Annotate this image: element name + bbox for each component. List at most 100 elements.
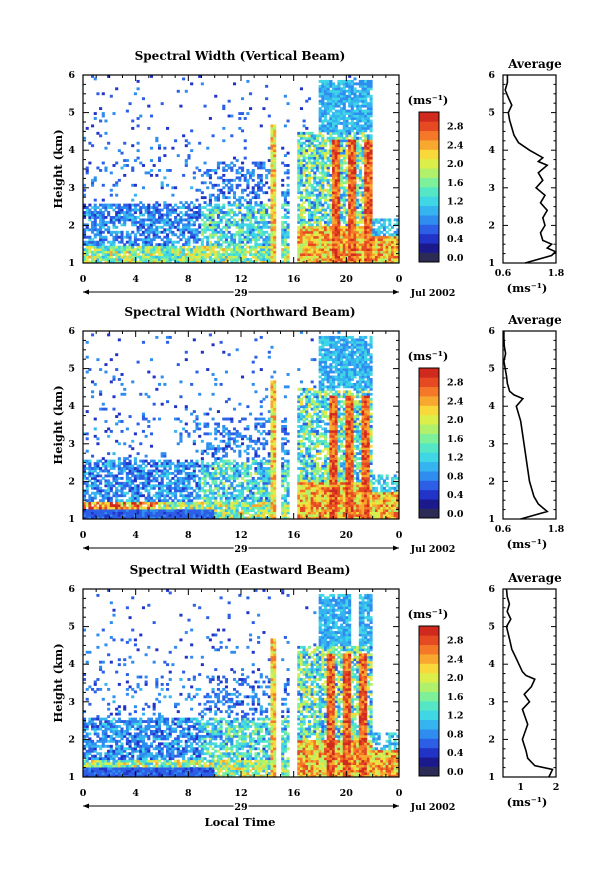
heatmap-cell [257, 208, 261, 212]
heatmap-cell [224, 260, 229, 264]
heatmap-cell [133, 462, 137, 465]
heatmap-cell [187, 467, 191, 470]
heatmap-cell [326, 87, 330, 91]
heatmap-cell [364, 188, 368, 192]
heatmap-cell [139, 481, 143, 485]
heatmap-cell [243, 156, 247, 160]
heatmap-cell [93, 225, 97, 229]
heatmap-cell [101, 402, 105, 406]
heatmap-cell [350, 146, 354, 150]
heatmap-cell [342, 196, 346, 200]
heatmap-cell [141, 514, 145, 517]
heatmap-cell [149, 238, 154, 242]
heatmap-cell [332, 218, 336, 222]
heatmap-cell [283, 124, 287, 128]
heatmap-cell [147, 253, 151, 256]
heatmap-cell [200, 486, 204, 490]
heatmap-cell [369, 161, 373, 165]
heatmap-cell [259, 188, 263, 192]
heatmap-cell [356, 220, 360, 224]
heatmap-cell [174, 484, 178, 488]
heatmap-cell [182, 489, 186, 493]
heatmap-cell [171, 206, 175, 209]
heatmap-cell [160, 511, 164, 515]
heatmap-cell [302, 183, 306, 187]
heatmap-cell [337, 79, 341, 83]
heatmap-cell [270, 124, 274, 128]
heatmap-cell [369, 235, 373, 239]
heatmap-cell [348, 156, 352, 160]
heatmap-cell [364, 240, 368, 244]
heatmap-cell [200, 509, 204, 512]
heatmap-cell [136, 472, 140, 475]
heatmap-cell [332, 238, 336, 242]
heatmap-cell [337, 114, 341, 118]
heatmap-cell [353, 178, 357, 182]
heatmap-cell [139, 233, 143, 237]
heatmap-cell [388, 248, 392, 252]
heatmap-cell [182, 173, 186, 177]
heatmap-cell [358, 156, 362, 160]
heatmap-cell [286, 208, 290, 212]
heatmap-cell [214, 514, 218, 517]
heatmap-cell [101, 514, 105, 517]
heatmap-cell [139, 260, 143, 264]
heatmap-cell [235, 245, 239, 249]
heatmap-cell [313, 240, 317, 244]
heatmap-cell [128, 464, 132, 468]
heatmap-cell [265, 97, 269, 101]
heatmap-cell [286, 235, 290, 239]
heatmap-cell [139, 392, 143, 396]
heatmap-cell [353, 82, 357, 86]
heatmap-cell [195, 504, 199, 508]
heatmap-cell [321, 144, 325, 148]
heatmap-cell [350, 119, 354, 123]
heatmap-cell [120, 151, 124, 155]
heatmap-cell [366, 94, 370, 98]
heatmap-cell [326, 122, 330, 125]
heatmap-cell [324, 223, 328, 227]
heatmap-cell [334, 169, 338, 172]
heatmap-cell [216, 203, 220, 207]
heatmap-cell [257, 243, 261, 247]
heatmap-cell [200, 449, 204, 453]
heatmap-cell [166, 228, 170, 232]
heatmap-cell [198, 479, 202, 483]
heatmap-cell [182, 509, 186, 512]
heatmap-cell [318, 186, 322, 190]
heatmap-cell [152, 253, 156, 256]
heatmap-cell [107, 514, 111, 517]
heatmap-cell [171, 504, 175, 508]
heatmap-cell [166, 223, 170, 227]
heatmap-cell [366, 208, 370, 212]
heatmap-cell [96, 211, 100, 214]
heatmap-cell [273, 223, 277, 227]
heatmap-cell [286, 203, 290, 207]
heatmap-cell [270, 159, 274, 162]
heatmap-cell [356, 117, 360, 120]
heatmap-cell [259, 216, 263, 219]
heatmap-cell [101, 476, 105, 480]
heatmap-cell [267, 216, 271, 219]
heatmap-cell [315, 134, 320, 138]
heatmap-cell [345, 250, 349, 254]
heatmap-cell [187, 228, 191, 232]
heatmap-cell [369, 124, 373, 128]
heatmap-cell [302, 260, 306, 264]
heatmap-cell [141, 203, 145, 207]
heatmap-cell [200, 489, 204, 493]
heatmap-cell [326, 191, 330, 195]
heatmap-cell [214, 427, 218, 431]
heatmap-cell [85, 509, 89, 512]
heatmap-cell [358, 258, 362, 261]
heatmap-cell [302, 124, 306, 128]
heatmap-cell [128, 102, 132, 106]
heatmap-cell [393, 250, 397, 254]
heatmap-cell [131, 496, 135, 500]
heatmap-cell [168, 486, 172, 490]
heatmap-cell [179, 499, 183, 503]
heatmap-cell [107, 472, 111, 475]
heatmap-cell [329, 117, 333, 120]
heatmap-cell [310, 245, 314, 249]
heatmap-cell [147, 462, 151, 465]
